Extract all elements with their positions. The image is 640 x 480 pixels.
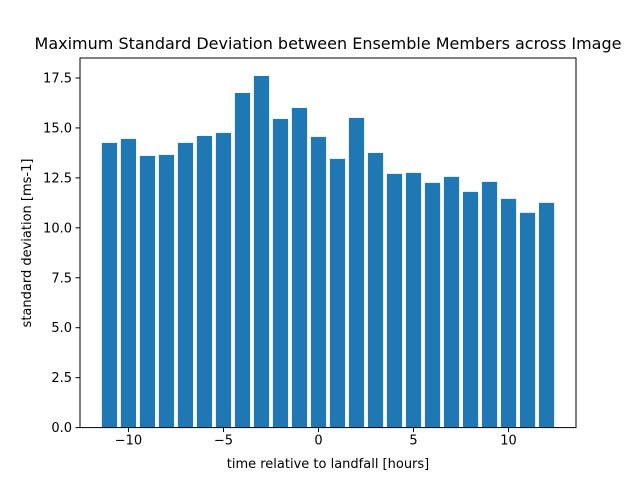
bar [234, 92, 251, 428]
y-tick-label: 10.0 [43, 221, 72, 236]
bar [538, 202, 555, 428]
x-tick-label: −10 [115, 434, 142, 449]
bar [196, 135, 213, 428]
bar [367, 152, 384, 428]
bar [291, 107, 308, 428]
y-tick-label: 2.5 [51, 371, 72, 386]
chart-title: Maximum Standard Deviation between Ensem… [35, 34, 622, 53]
bar [215, 132, 232, 428]
bar [462, 191, 479, 428]
y-tick-label: 5.0 [51, 321, 72, 336]
bar [348, 117, 365, 428]
bars [101, 75, 555, 428]
x-axis-label: time relative to landfall [hours] [227, 457, 430, 472]
x-axis-ticks: −10 −5 0 5 10 [115, 427, 517, 449]
bar [158, 154, 175, 428]
bar [405, 172, 422, 428]
y-tick-label: 12.5 [43, 171, 72, 186]
bar [329, 158, 346, 428]
plot-frame [79, 57, 577, 429]
x-tick-label: 10 [500, 434, 517, 449]
bar [481, 181, 498, 428]
bar [424, 182, 441, 428]
bar [500, 198, 517, 428]
y-axis-ticks: 0.0 2.5 5.0 7.5 10.0 12.5 15.0 17.5 [43, 71, 80, 436]
bar [386, 173, 403, 428]
x-tick-label: 0 [314, 434, 322, 449]
bar [310, 136, 327, 428]
bar [139, 155, 156, 428]
bar [177, 142, 194, 428]
bar [101, 142, 118, 428]
bar [443, 176, 460, 428]
y-tick-label: 7.5 [51, 271, 72, 286]
bar [272, 118, 289, 428]
x-tick-label: −5 [214, 434, 233, 449]
y-tick-label: 0.0 [51, 421, 72, 436]
y-axis-label: standard deviation [ms-1] [20, 159, 35, 328]
y-tick-label: 17.5 [43, 71, 72, 86]
bar [519, 212, 536, 428]
x-tick-label: 5 [409, 434, 417, 449]
y-tick-label: 15.0 [43, 121, 72, 136]
bar [120, 138, 137, 428]
bar [253, 75, 270, 428]
